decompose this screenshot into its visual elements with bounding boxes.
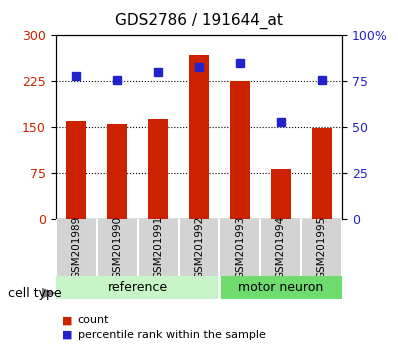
Bar (56, 276, 219, 299)
Text: GSM201989: GSM201989 (71, 216, 81, 279)
Text: GSM201995: GSM201995 (317, 216, 327, 279)
Text: GSM201994: GSM201994 (276, 216, 286, 279)
Bar (107, 124, 127, 219)
Bar (148, 119, 168, 219)
Text: motor neuron: motor neuron (238, 281, 324, 294)
Polygon shape (42, 289, 55, 298)
Text: cell type: cell type (8, 287, 62, 299)
Bar (219, 276, 342, 299)
Bar (312, 128, 332, 219)
Text: GSM201991: GSM201991 (153, 216, 163, 279)
Text: ■: ■ (62, 315, 72, 325)
Text: GSM201992: GSM201992 (194, 216, 204, 279)
Bar (189, 55, 209, 219)
Bar (271, 169, 291, 219)
Bar (230, 81, 250, 219)
Text: reference: reference (107, 281, 168, 294)
Text: GSM201993: GSM201993 (235, 216, 245, 279)
Text: ■: ■ (62, 330, 72, 339)
Text: percentile rank within the sample: percentile rank within the sample (78, 330, 265, 339)
Text: count: count (78, 315, 109, 325)
Bar (66, 121, 86, 219)
Text: GSM201990: GSM201990 (112, 216, 122, 279)
Text: GDS2786 / 191644_at: GDS2786 / 191644_at (115, 12, 283, 29)
